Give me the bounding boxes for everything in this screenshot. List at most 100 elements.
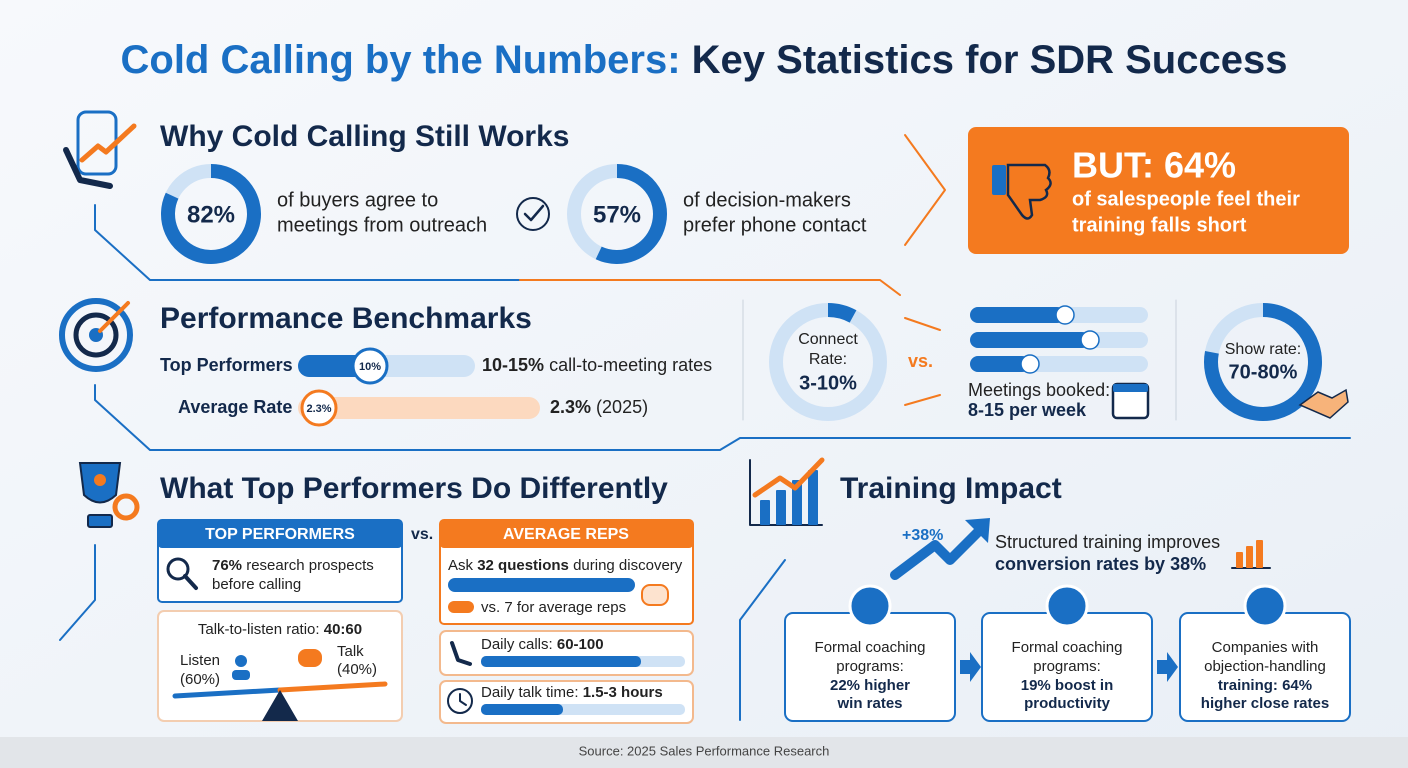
row-text: 2.3% (2025) <box>550 397 648 417</box>
meeting-fill <box>970 332 1090 348</box>
bold-text: 1.5-3 hours <box>583 684 663 701</box>
impact-icon <box>1045 584 1089 628</box>
stat-value: 82% <box>187 201 235 228</box>
clock-icon <box>459 693 467 706</box>
label: Companies with <box>1212 639 1319 656</box>
label: conversion rates by 38% <box>995 554 1206 574</box>
gear-icon <box>112 493 140 521</box>
questions-bar <box>448 601 474 613</box>
label: Talk-to-listen ratio: 40:60 <box>198 621 362 638</box>
meeting-icon <box>1055 305 1075 325</box>
vs-label: vs. <box>411 526 433 543</box>
label: Meetings booked: <box>968 380 1110 400</box>
section-heading: Performance Benchmarks <box>160 302 532 335</box>
chevron <box>904 317 941 331</box>
chart-icon <box>1246 546 1253 568</box>
badge <box>300 389 338 427</box>
check-icon <box>516 197 550 231</box>
impact-icon <box>848 584 892 628</box>
label: Daily calls: 60-100 <box>481 636 604 653</box>
chart-icon <box>1236 552 1243 568</box>
callout-text: of salespeople feel their <box>1072 188 1300 210</box>
text: Talk-to-listen ratio: <box>198 621 320 638</box>
person-icon <box>235 655 247 667</box>
title-lead: Cold Calling by the Numbers: <box>121 38 681 82</box>
stat-text: of buyers agree to <box>277 189 438 211</box>
bar-fill <box>298 355 370 377</box>
check-mark <box>523 204 545 222</box>
handset-icon <box>63 147 113 189</box>
card-header <box>440 520 693 548</box>
badge-text: 2.3% <box>306 403 331 415</box>
seesaw <box>277 681 388 693</box>
ring-value <box>595 164 667 264</box>
bold-text: 76% <box>212 557 242 574</box>
label: higher close rates <box>1201 695 1329 712</box>
text: (2025) <box>596 397 648 417</box>
meeting-icon <box>1080 330 1100 350</box>
chart-icon <box>760 500 770 525</box>
callout-headline: BUT: 64% <box>1072 145 1236 186</box>
row-text: 10-15% call-to-meeting rates <box>482 355 712 375</box>
label: vs. 7 for average reps <box>481 599 626 616</box>
bold-text: 32 questions <box>477 557 569 574</box>
section-heading: What Top Performers Do Differently <box>160 472 668 505</box>
label: Structured training improves <box>995 532 1220 552</box>
title-rest: Key Statistics for SDR Success <box>692 38 1288 82</box>
chevron <box>904 394 941 406</box>
row-label: Average Rate <box>178 397 292 417</box>
trophy-star <box>94 474 106 486</box>
card-header <box>158 520 402 548</box>
label: (40%) <box>337 661 377 678</box>
label: before calling <box>212 576 301 593</box>
text: during discovery <box>573 557 683 574</box>
bar-fill <box>481 656 641 667</box>
section-heading: Why Cold Calling Still Works <box>160 120 569 153</box>
flow-arrow <box>1157 652 1178 682</box>
person-icon <box>232 670 250 680</box>
stat-text: of decision-makers <box>683 189 851 211</box>
label: win rates <box>836 695 902 712</box>
meeting-fill <box>970 307 1065 323</box>
magnifier-icon <box>183 574 198 590</box>
chart-icon <box>752 457 825 498</box>
bold-text: 40:60 <box>324 621 362 638</box>
label: Daily talk time: 1.5-3 hours <box>481 684 663 701</box>
label: training: 64% <box>1218 677 1312 694</box>
value: 3-10% <box>799 372 857 394</box>
seesaw <box>172 687 283 699</box>
label: productivity <box>1024 695 1110 712</box>
chart-icon <box>808 470 818 525</box>
chart-icon <box>1256 540 1263 568</box>
handshake-icon <box>1298 388 1349 419</box>
label: Show rate: <box>1225 341 1301 358</box>
lift-arrow <box>965 518 990 543</box>
ring-value <box>161 164 261 264</box>
title: Cold Calling by the Numbers: Key Statist… <box>121 38 1288 82</box>
bold-text: 2.3% <box>550 397 591 417</box>
text: call-to-meeting rates <box>549 355 712 375</box>
bold-text: 60-100 <box>557 636 604 653</box>
label: Connect <box>798 331 858 348</box>
text: Daily talk time: <box>481 684 579 701</box>
label: 76% research prospects <box>212 557 374 574</box>
badge-text: 10% <box>359 361 381 373</box>
stat-text: meetings from outreach <box>277 214 487 236</box>
space <box>681 38 692 82</box>
label: programs: <box>1033 658 1101 675</box>
text: research prospects <box>246 557 374 574</box>
ring-arc <box>1204 303 1322 421</box>
thumb-icon <box>1006 163 1052 220</box>
meeting-icon <box>1020 354 1040 374</box>
meeting-fill <box>970 356 1030 372</box>
connector <box>519 279 901 296</box>
label: objection-handling <box>1204 658 1326 675</box>
card-header-text: TOP PERFORMERS <box>205 526 355 543</box>
value: 70-80% <box>1229 361 1298 383</box>
questions-bar <box>448 578 635 592</box>
text: Daily calls: <box>481 636 553 653</box>
connector <box>94 204 521 281</box>
